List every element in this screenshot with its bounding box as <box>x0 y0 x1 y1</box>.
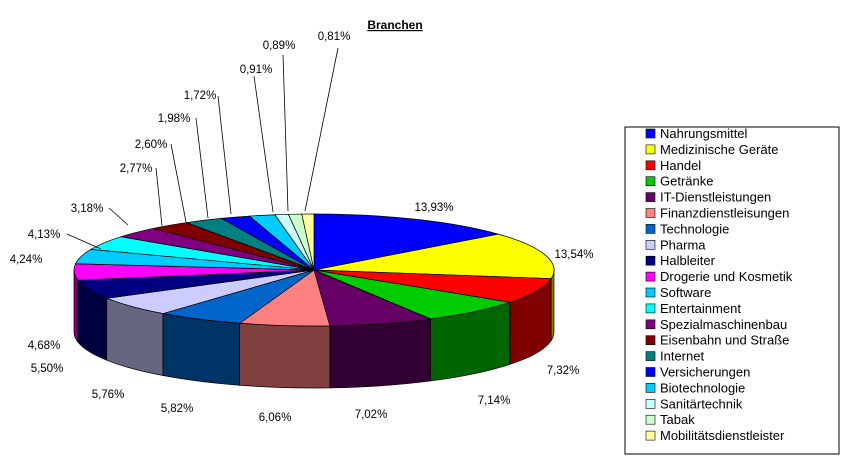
pie-side-4 <box>329 318 431 389</box>
legend-swatch-10 <box>645 287 656 298</box>
leader-line-11 <box>66 233 102 250</box>
leader-line-12 <box>108 207 129 226</box>
leader-line-13 <box>155 167 163 227</box>
data-label-11: 4,13% <box>28 229 61 241</box>
data-label-1: 13,54% <box>554 249 593 261</box>
legend-swatch-19 <box>645 430 656 441</box>
data-label-0: 13,93% <box>414 202 453 214</box>
legend-label-19: Mobilitätsdienstleister <box>660 428 785 443</box>
legend-swatch-18 <box>645 414 656 425</box>
legend-swatch-15 <box>645 367 656 377</box>
data-label-8: 5,50% <box>31 363 64 375</box>
data-label-9: 4,68% <box>28 340 61 352</box>
legend-swatch-6 <box>645 224 656 234</box>
legend-swatch-2 <box>645 160 656 171</box>
leader-line-15 <box>195 117 209 219</box>
legend-swatch-16 <box>645 383 656 393</box>
data-label-16: 1,72% <box>184 90 217 102</box>
pie-slice-1 <box>313 233 555 280</box>
pie-slice-4 <box>313 269 432 327</box>
legend-label-1: Medizinische Geräte <box>660 142 779 157</box>
legend-box <box>624 126 840 455</box>
legend-label-2: Handel <box>660 158 701 173</box>
legend-swatch-8 <box>645 255 656 266</box>
legend-label-5: Finanzdienstleisungen <box>660 206 789 221</box>
legend-swatch-9 <box>645 271 656 282</box>
leader-line-14 <box>170 143 187 223</box>
legend-swatch-17 <box>645 398 656 409</box>
legend-label-13: Eisenbahn und Straße <box>660 333 789 348</box>
legend-swatch-11 <box>645 303 656 314</box>
data-label-18: 0,89% <box>263 40 296 52</box>
data-label-3: 7,14% <box>478 395 511 407</box>
data-label-14: 2,60% <box>135 139 168 151</box>
pie-side-6 <box>162 313 241 386</box>
pie-top <box>73 213 555 327</box>
legend-label-4: IT-Dienstleistungen <box>660 190 771 205</box>
legend-label-10: Software <box>660 285 711 300</box>
legend-swatch-14 <box>645 351 656 361</box>
pie-slice-3 <box>313 269 511 320</box>
data-label-17: 0,91% <box>240 64 273 76</box>
legend-label-11: Entertainment <box>660 301 741 316</box>
legend-label-0: Nahrungsmittel <box>660 126 748 141</box>
data-label-6: 5,82% <box>161 403 194 415</box>
data-label-4: 7,02% <box>355 409 388 421</box>
pie-slice-2 <box>313 269 552 303</box>
data-label-10: 4,24% <box>10 254 43 266</box>
data-labels: 13,93% 13,54% 7,32% 7,14% 7,02% 6,06% 5,82% 5,7… <box>10 31 594 424</box>
legend-label-16: Biotechnologie <box>660 380 745 395</box>
legend-label-17: Sanitärtechnik <box>660 396 743 411</box>
legend-label-12: Spezialmaschinenbau <box>660 317 787 332</box>
pie-side-9 <box>73 269 79 344</box>
leader-line-17 <box>253 75 274 213</box>
data-label-19: 0,81% <box>318 31 351 43</box>
data-label-7: 5,76% <box>92 389 125 401</box>
legend-swatch-7 <box>645 240 656 250</box>
legend-label-14: Internet <box>660 349 704 364</box>
legend-swatch-12 <box>645 319 656 330</box>
pie-slice-19 <box>301 213 315 271</box>
pie-side-5 <box>239 322 331 389</box>
chart-title: Branchen <box>367 18 422 32</box>
legend-label-15: Versicherungen <box>660 365 750 380</box>
legend-swatch-0 <box>645 128 656 139</box>
leader-line-19 <box>304 47 339 212</box>
data-label-5: 6,06% <box>259 412 292 424</box>
data-label-2: 7,32% <box>547 365 580 377</box>
legend-swatch-5 <box>645 208 656 218</box>
legend-label-6: Technologie <box>660 221 729 236</box>
legend-label-9: Drogerie und Kosmetik <box>660 269 793 284</box>
legend-swatch-3 <box>645 176 656 186</box>
legend-label-18: Tabak <box>660 412 695 427</box>
legend-label-7: Pharma <box>660 237 706 252</box>
pie-slice-0 <box>313 213 499 271</box>
legend-swatch-4 <box>645 192 656 202</box>
pie-side-1 <box>550 269 555 342</box>
data-label-12: 3,18% <box>71 203 104 215</box>
data-label-15: 1,98% <box>158 113 191 125</box>
legend-swatch-1 <box>645 144 656 155</box>
legend-swatch-13 <box>645 335 656 346</box>
legend-label-8: Halbleiter <box>660 253 716 268</box>
leader-lines <box>66 47 339 250</box>
legend-label-3: Getränke <box>660 174 713 189</box>
data-label-13: 2,77% <box>120 163 153 175</box>
leader-line-16 <box>217 95 232 215</box>
leader-line-18 <box>282 54 289 212</box>
